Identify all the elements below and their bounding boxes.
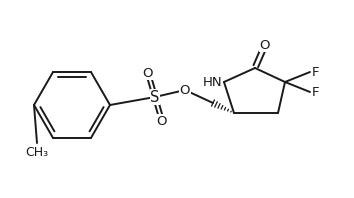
Text: O: O xyxy=(180,84,190,96)
Text: CH₃: CH₃ xyxy=(25,146,48,159)
Text: F: F xyxy=(312,66,320,78)
Text: O: O xyxy=(260,38,270,51)
Text: S: S xyxy=(150,89,160,105)
Text: F: F xyxy=(312,86,320,98)
Text: HN: HN xyxy=(202,75,222,89)
Text: O: O xyxy=(143,67,153,80)
Text: O: O xyxy=(157,114,167,128)
